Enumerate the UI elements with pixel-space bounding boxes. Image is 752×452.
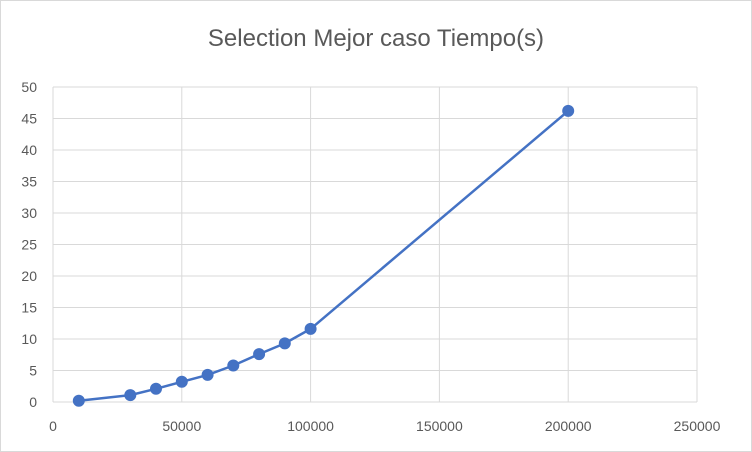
data-point (562, 104, 575, 117)
data-point (72, 394, 85, 407)
y-tick-label: 5 (29, 363, 37, 379)
series-layer (72, 104, 575, 407)
y-tick-labels: 0 5 10 15 20 25 30 35 40 45 50 (21, 79, 37, 410)
data-point (278, 337, 291, 350)
data-point (124, 389, 137, 402)
series-line (77, 109, 570, 402)
y-tick-label: 10 (21, 331, 37, 347)
x-tick-labels: 0 50000 100000 150000 200000 250000 (49, 418, 720, 434)
y-tick-label: 30 (21, 205, 37, 221)
data-point (304, 322, 317, 335)
data-point (150, 382, 162, 395)
y-tick-label: 45 (21, 111, 37, 127)
y-tick-label: 0 (29, 394, 37, 410)
x-tick-label: 50000 (162, 418, 201, 434)
x-tick-label: 150000 (416, 418, 463, 434)
x-tick-label: 250000 (674, 418, 721, 434)
y-tick-label: 50 (21, 79, 37, 95)
data-point (175, 375, 188, 388)
data-point (227, 359, 240, 372)
y-tick-label: 35 (21, 174, 37, 190)
y-tick-label: 15 (21, 300, 37, 316)
x-tick-label: 200000 (545, 418, 592, 434)
y-tick-label: 25 (21, 237, 37, 253)
data-point (253, 348, 266, 361)
y-tick-label: 20 (21, 268, 37, 284)
x-tick-label: 0 (49, 418, 57, 434)
data-point (201, 368, 214, 381)
chart-title: Selection Mejor caso Tiempo(s) (207, 25, 545, 52)
y-tick-label: 40 (21, 142, 37, 158)
x-tick-label: 100000 (287, 418, 334, 434)
grid-layer (52, 86, 698, 403)
